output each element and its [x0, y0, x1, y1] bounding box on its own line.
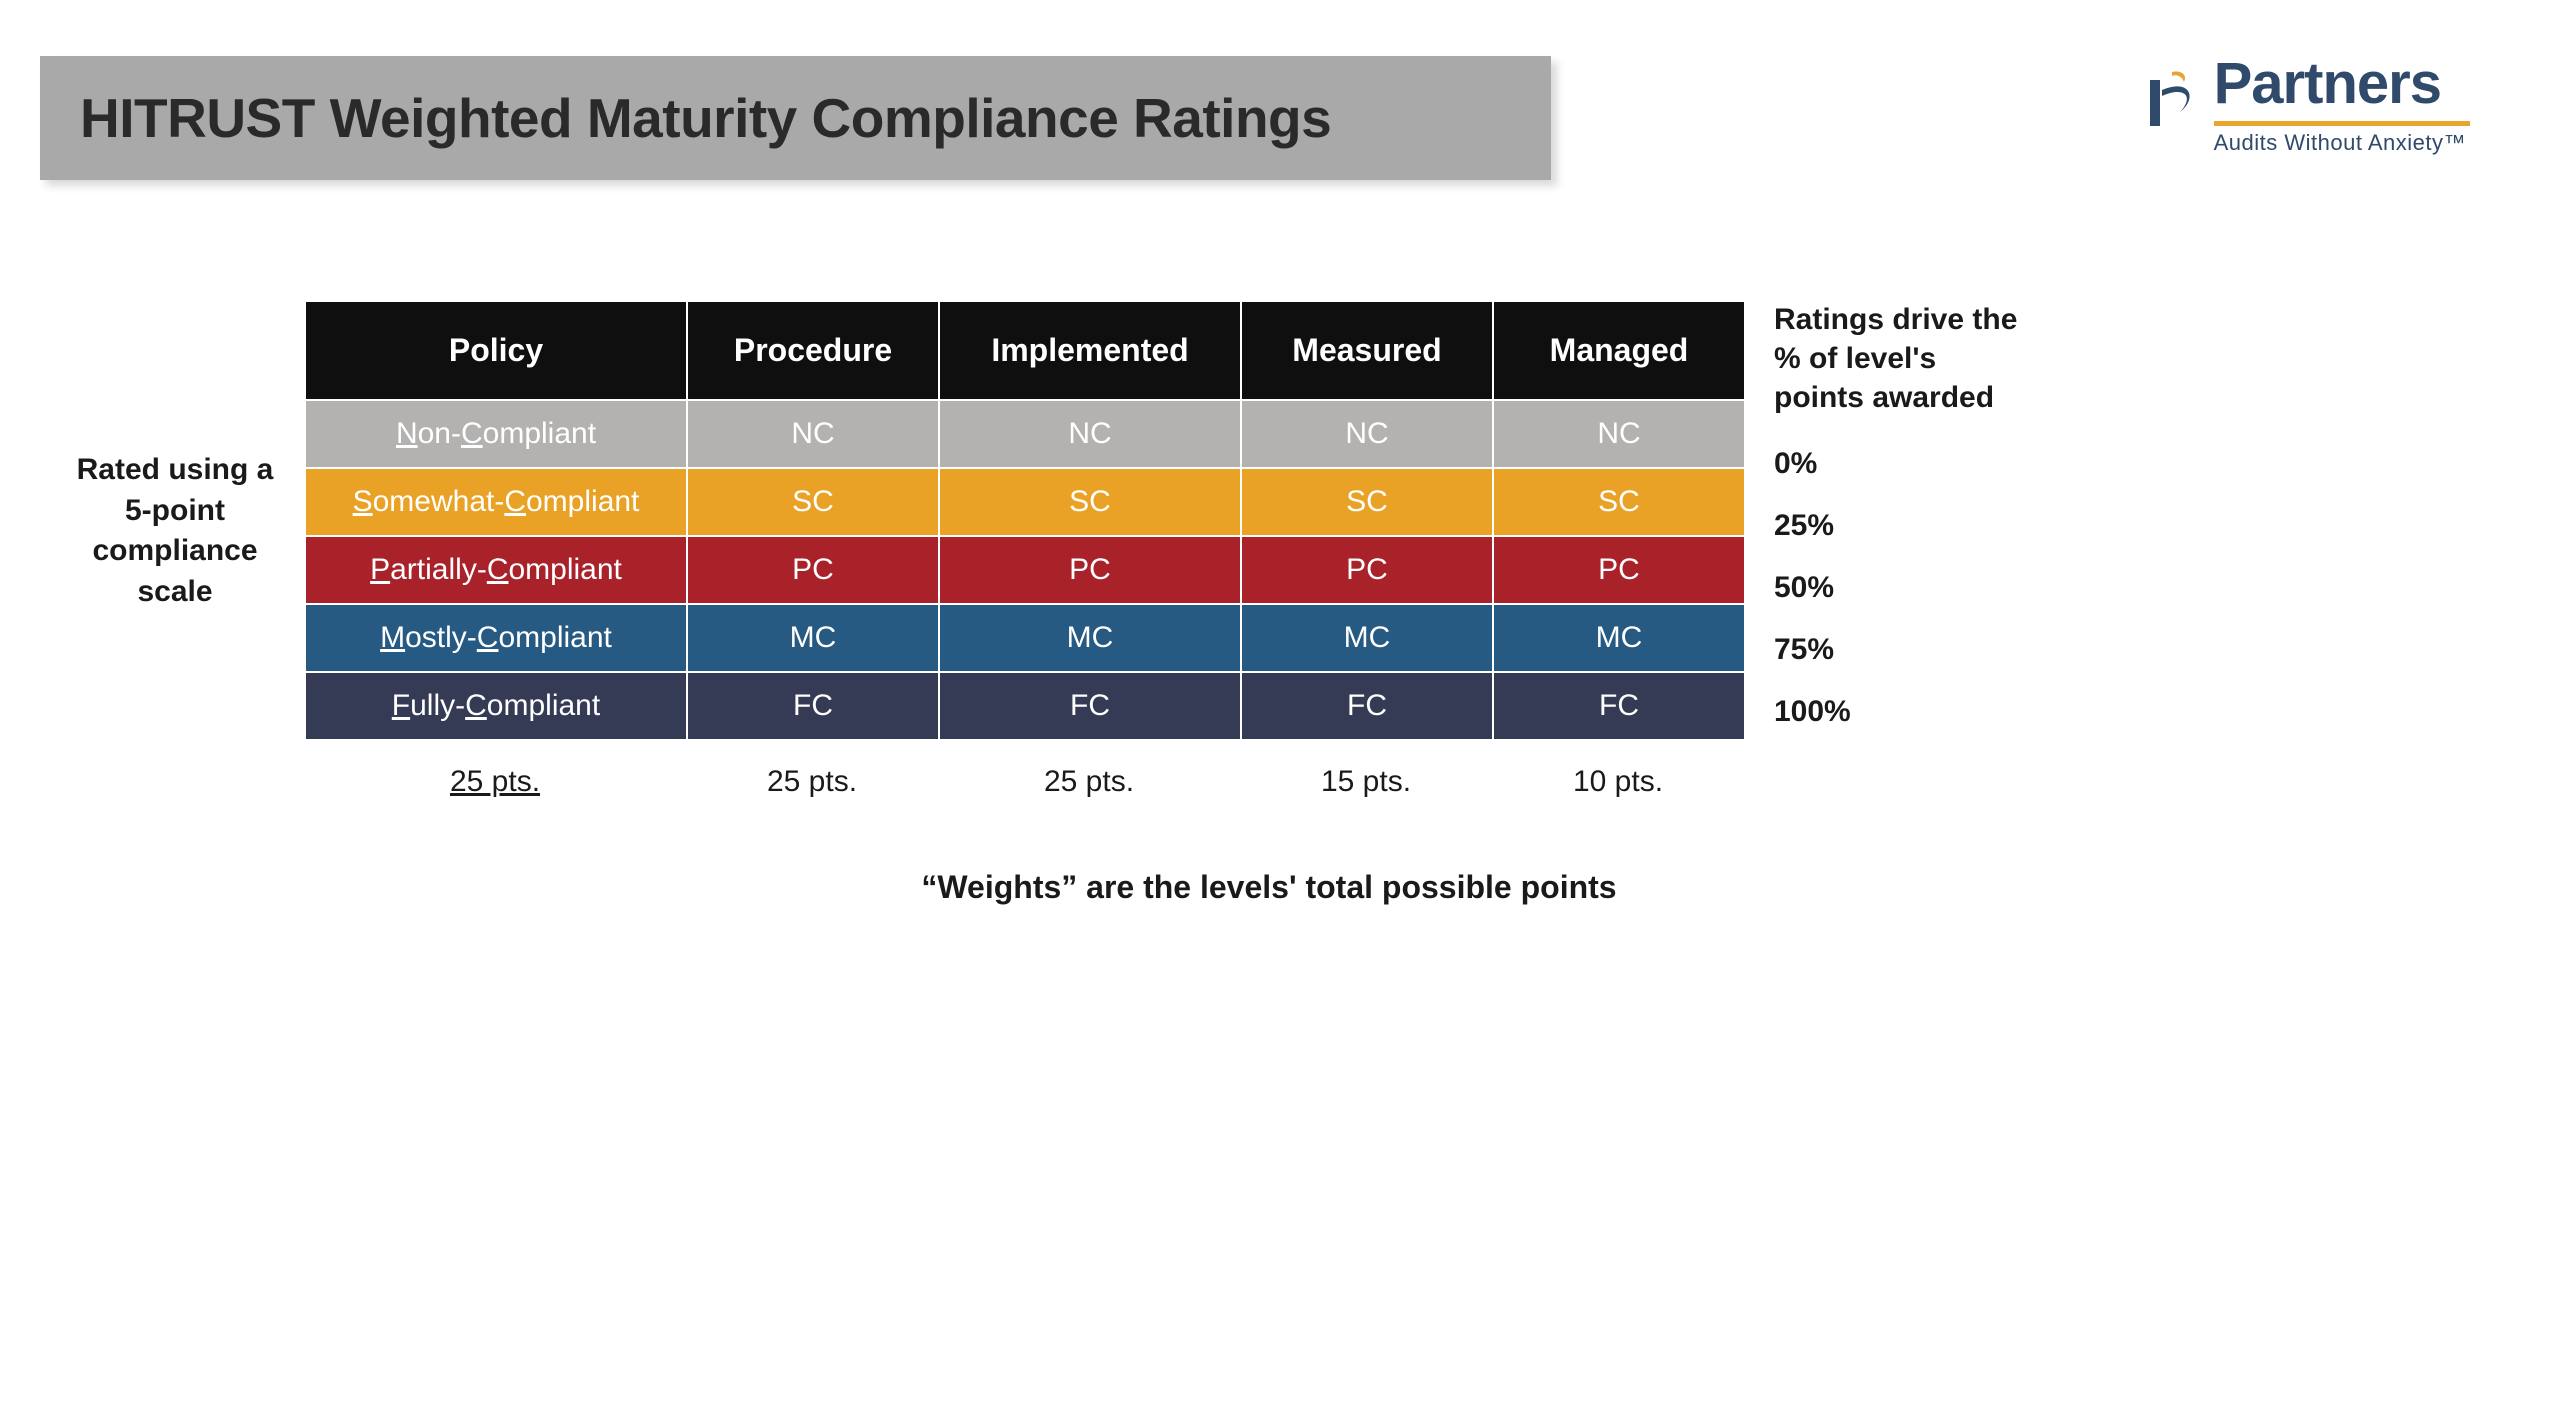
code-cell: MC [688, 605, 938, 671]
policy-cell: Non-Compliant [306, 401, 686, 467]
table-row: Partially-CompliantPCPCPCPC [306, 537, 1744, 603]
points-procedure: 25 pts. [686, 765, 938, 799]
percent-label: 100% [1774, 681, 2034, 743]
code-cell: SC [940, 469, 1240, 535]
code-cell: MC [1242, 605, 1492, 671]
code-cell: NC [940, 401, 1240, 467]
code-cell: SC [688, 469, 938, 535]
col-header-measured: Measured [1242, 302, 1492, 399]
title-banner: HITRUST Weighted Maturity Compliance Rat… [40, 56, 1551, 180]
policy-cell: Somewhat-Compliant [306, 469, 686, 535]
table-row: Non-CompliantNCNCNCNC [306, 401, 1744, 467]
policy-cell: Mostly-Compliant [306, 605, 686, 671]
code-cell: NC [1494, 401, 1744, 467]
content-area: Rated using a 5-point compliance scale P… [40, 300, 2520, 906]
code-cell: NC [688, 401, 938, 467]
policy-cell: Fully-Compliant [306, 673, 686, 739]
percent-label: 50% [1774, 557, 2034, 619]
brand-logo: Partners Audits Without Anxiety™ [2140, 50, 2500, 156]
code-cell: PC [688, 537, 938, 603]
code-cell: PC [940, 537, 1240, 603]
right-note-heading: Ratings drive the % of level's points aw… [1774, 300, 2034, 417]
left-scale-note: Rated using a 5-point compliance scale [60, 450, 290, 612]
points-implemented: 25 pts. [938, 765, 1240, 799]
percent-label: 25% [1774, 495, 2034, 557]
code-cell: MC [940, 605, 1240, 671]
col-header-managed: Managed [1494, 302, 1744, 399]
col-header-procedure: Procedure [688, 302, 938, 399]
code-cell: SC [1494, 469, 1744, 535]
logo-tagline: Audits Without Anxiety™ [2214, 130, 2470, 156]
percent-label: 0% [1774, 433, 2034, 495]
header-row: HITRUST Weighted Maturity Compliance Rat… [40, 40, 2520, 180]
code-cell: PC [1242, 537, 1492, 603]
code-cell: FC [1494, 673, 1744, 739]
code-cell: SC [1242, 469, 1492, 535]
footer-note: “Weights” are the levels' total possible… [554, 869, 1984, 906]
code-cell: MC [1494, 605, 1744, 671]
page-title: HITRUST Weighted Maturity Compliance Rat… [80, 86, 1331, 150]
code-cell: FC [940, 673, 1240, 739]
points-measured: 15 pts. [1240, 765, 1492, 799]
table-header-row: Policy Procedure Implemented Measured Ma… [306, 302, 1744, 399]
logo-underline [2214, 121, 2470, 126]
logo-brand-text: Partners [2214, 50, 2470, 117]
code-cell: PC [1494, 537, 1744, 603]
points-row: 25 pts. 25 pts. 25 pts. 15 pts. 10 pts. [304, 765, 2034, 799]
table-row: Somewhat-CompliantSCSCSCSC [306, 469, 1744, 535]
percent-label: 75% [1774, 619, 2034, 681]
code-cell: FC [688, 673, 938, 739]
maturity-table: Policy Procedure Implemented Measured Ma… [304, 300, 1746, 741]
table-row: Fully-CompliantFCFCFCFC [306, 673, 1744, 739]
code-cell: FC [1242, 673, 1492, 739]
col-header-policy: Policy [306, 302, 686, 399]
points-policy: 25 pts. [304, 765, 686, 799]
points-managed: 10 pts. [1492, 765, 1744, 799]
code-cell: NC [1242, 401, 1492, 467]
right-note-column: Ratings drive the % of level's points aw… [1774, 300, 2034, 743]
policy-cell: Partially-Compliant [306, 537, 686, 603]
logo-mark-icon [2140, 68, 2204, 138]
col-header-implemented: Implemented [940, 302, 1240, 399]
table-row: Mostly-CompliantMCMCMCMC [306, 605, 1744, 671]
